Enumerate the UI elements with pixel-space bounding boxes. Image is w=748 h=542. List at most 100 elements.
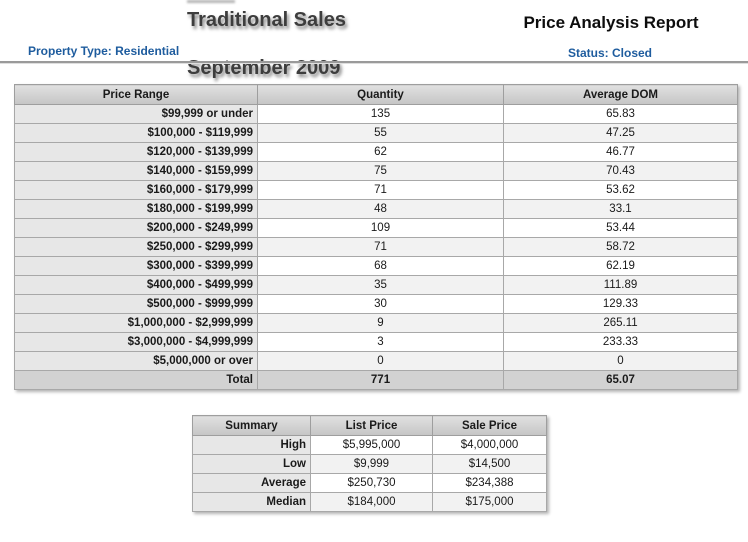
- header-divider: [0, 61, 748, 64]
- average-dom-cell: 47.25: [503, 123, 738, 143]
- header-row: Price Range Quantity Average DOM: [14, 84, 738, 105]
- price-range-table-footer: Total 771 65.07: [14, 370, 738, 390]
- header-row: Summary List Price Sale Price: [192, 415, 547, 436]
- report-period-title: Traditional Sales September 2009: [187, 8, 346, 80]
- column-header-quantity: Quantity: [257, 84, 504, 105]
- table-row: High $5,995,000 $4,000,000: [192, 435, 547, 455]
- top-edge-artifact: [187, 0, 235, 3]
- price-range-cell: $1,000,000 - $2,999,999: [14, 313, 258, 333]
- price-range-cell: $160,000 - $179,999: [14, 180, 258, 200]
- table-row: $120,000 - $139,999 62 46.77: [14, 142, 738, 162]
- quantity-cell: 135: [257, 104, 504, 124]
- quantity-cell: 75: [257, 161, 504, 181]
- table-row: Low $9,999 $14,500: [192, 454, 547, 474]
- column-header-summary: Summary: [192, 415, 311, 436]
- status-label: Status: Closed: [567, 46, 652, 60]
- price-range-table: Price Range Quantity Average DOM $99,999…: [14, 84, 738, 390]
- table-row: $5,000,000 or over 0 0: [14, 351, 738, 371]
- average-dom-cell: 58.72: [503, 237, 738, 257]
- table-row: $100,000 - $119,999 55 47.25: [14, 123, 738, 143]
- column-header-list-price: List Price: [310, 415, 433, 436]
- summary-stat-label-cell: High: [192, 435, 311, 455]
- price-range-cell: $99,999 or under: [14, 104, 258, 124]
- table-row: $200,000 - $249,999 109 53.44: [14, 218, 738, 238]
- total-row: Total 771 65.07: [14, 370, 738, 390]
- price-range-cell: $100,000 - $119,999: [14, 123, 258, 143]
- average-dom-cell: 53.44: [503, 218, 738, 238]
- quantity-cell: 30: [257, 294, 504, 314]
- sale-price-cell: $175,000: [432, 492, 547, 512]
- sale-price-cell: $14,500: [432, 454, 547, 474]
- average-dom-cell: 70.43: [503, 161, 738, 181]
- column-header-price-range: Price Range: [14, 84, 258, 105]
- summary-stat-label-cell: Low: [192, 454, 311, 474]
- page-title: Price Analysis Report: [523, 13, 699, 32]
- price-range-cell: $250,000 - $299,999: [14, 237, 258, 257]
- column-header-average-dom: Average DOM: [503, 84, 738, 105]
- price-range-cell: $140,000 - $159,999: [14, 161, 258, 181]
- price-range-cell: $400,000 - $499,999: [14, 275, 258, 295]
- list-price-cell: $9,999: [310, 454, 433, 474]
- sale-price-cell: $234,388: [432, 473, 547, 493]
- table-row: $140,000 - $159,999 75 70.43: [14, 161, 738, 181]
- average-dom-cell: 62.19: [503, 256, 738, 276]
- price-range-cell: $200,000 - $249,999: [14, 218, 258, 238]
- average-dom-cell: 0: [503, 351, 738, 371]
- price-range-cell: $300,000 - $399,999: [14, 256, 258, 276]
- summary-table-header: Summary List Price Sale Price: [192, 415, 547, 436]
- column-header-sale-price: Sale Price: [432, 415, 547, 436]
- total-label-cell: Total: [14, 370, 258, 390]
- average-dom-cell: 129.33: [503, 294, 738, 314]
- table-row: $160,000 - $179,999 71 53.62: [14, 180, 738, 200]
- price-range-cell: $180,000 - $199,999: [14, 199, 258, 219]
- average-dom-cell: 53.62: [503, 180, 738, 200]
- quantity-cell: 71: [257, 237, 504, 257]
- quantity-cell: 48: [257, 199, 504, 219]
- average-dom-cell: 33.1: [503, 199, 738, 219]
- quantity-cell: 68: [257, 256, 504, 276]
- table-row: $3,000,000 - $4,999,999 3 233.33: [14, 332, 738, 352]
- report-period-title-line1: Traditional Sales: [187, 9, 346, 31]
- price-range-cell: $500,000 - $999,999: [14, 294, 258, 314]
- table-row: $1,000,000 - $2,999,999 9 265.11: [14, 313, 738, 333]
- table-row: Average $250,730 $234,388: [192, 473, 547, 493]
- quantity-cell: 9: [257, 313, 504, 333]
- quantity-cell: 71: [257, 180, 504, 200]
- total-dom-cell: 65.07: [503, 370, 738, 390]
- list-price-cell: $184,000: [310, 492, 433, 512]
- summary-table-body: High $5,995,000 $4,000,000 Low $9,999 $1…: [192, 435, 547, 512]
- average-dom-cell: 265.11: [503, 313, 738, 333]
- quantity-cell: 35: [257, 275, 504, 295]
- summary-table: Summary List Price Sale Price High $5,99…: [192, 415, 547, 512]
- table-row: $400,000 - $499,999 35 111.89: [14, 275, 738, 295]
- price-range-cell: $120,000 - $139,999: [14, 142, 258, 162]
- table-row: $99,999 or under 135 65.83: [14, 104, 738, 124]
- quantity-cell: 0: [257, 351, 504, 371]
- table-row: $300,000 - $399,999 68 62.19: [14, 256, 738, 276]
- quantity-cell: 62: [257, 142, 504, 162]
- average-dom-cell: 233.33: [503, 332, 738, 352]
- table-row: Median $184,000 $175,000: [192, 492, 547, 512]
- quantity-cell: 55: [257, 123, 504, 143]
- quantity-cell: 3: [257, 332, 504, 352]
- price-range-cell: $3,000,000 - $4,999,999: [14, 332, 258, 352]
- average-dom-cell: 46.77: [503, 142, 738, 162]
- summary-table-container: Summary List Price Sale Price High $5,99…: [192, 415, 547, 512]
- summary-stat-label-cell: Average: [192, 473, 311, 493]
- table-row: $180,000 - $199,999 48 33.1: [14, 199, 738, 219]
- average-dom-cell: 111.89: [503, 275, 738, 295]
- list-price-cell: $250,730: [310, 473, 433, 493]
- price-range-table-body: $99,999 or under 135 65.83 $100,000 - $1…: [14, 104, 738, 371]
- price-range-cell: $5,000,000 or over: [14, 351, 258, 371]
- table-row: $500,000 - $999,999 30 129.33: [14, 294, 738, 314]
- summary-stat-label-cell: Median: [192, 492, 311, 512]
- price-range-table-container: Price Range Quantity Average DOM $99,999…: [14, 84, 738, 390]
- price-range-table-header: Price Range Quantity Average DOM: [14, 84, 738, 105]
- list-price-cell: $5,995,000: [310, 435, 433, 455]
- table-row: $250,000 - $299,999 71 58.72: [14, 237, 738, 257]
- quantity-cell: 109: [257, 218, 504, 238]
- sale-price-cell: $4,000,000: [432, 435, 547, 455]
- total-quantity-cell: 771: [257, 370, 504, 390]
- average-dom-cell: 65.83: [503, 104, 738, 124]
